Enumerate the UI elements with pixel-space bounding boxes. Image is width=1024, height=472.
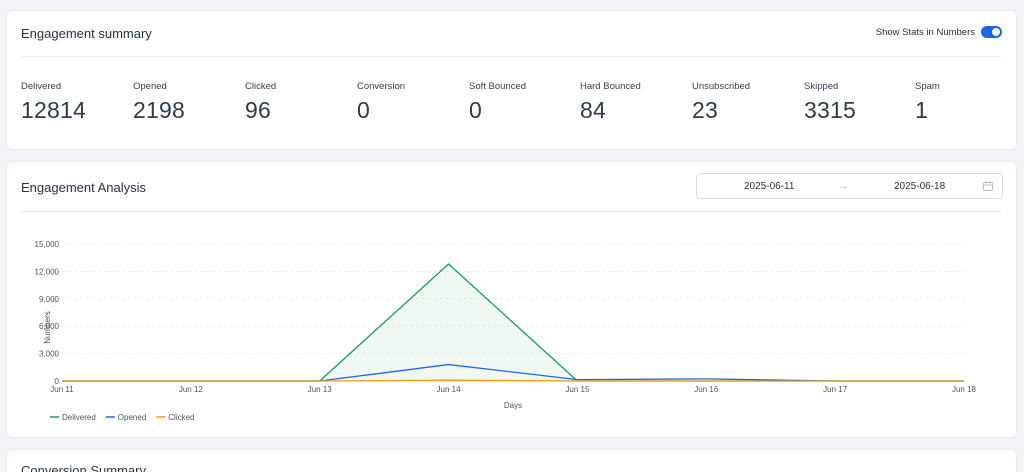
show-stats-toggle[interactable] — [981, 26, 1002, 38]
stat-value: 23 — [692, 97, 718, 123]
analysis-divider — [21, 211, 1002, 212]
show-stats-toggle-label: Show Stats in Numbers — [875, 26, 975, 38]
engagement-analysis-card: Engagement Analysis 2025-06-11 → 2025-06… — [6, 161, 1017, 438]
engagement-analysis-title: Engagement Analysis — [21, 180, 147, 195]
series-line-clicked — [62, 379, 964, 382]
x-tick-label: Jun 14 — [437, 385, 462, 394]
engagement-summary-card: Engagement summary Show Stats in Numbers… — [6, 10, 1017, 150]
stat-conversion: Conversion 0 — [357, 81, 405, 124]
stat-value: 1 — [915, 97, 928, 123]
conversion-summary-card: Conversion Summary — [6, 449, 1017, 472]
x-tick-label: Jun 16 — [694, 385, 719, 394]
y-tick-label: 3,000 — [39, 350, 60, 359]
x-tick-label: Jun 18 — [952, 385, 977, 394]
legend-label-opened: Opened — [118, 413, 146, 422]
date-range-picker[interactable]: 2025-06-11 → 2025-06-18 — [696, 173, 1003, 199]
stat-label: Delivered — [21, 81, 62, 92]
x-tick-label: Jun 12 — [179, 385, 204, 394]
y-tick-label: 0 — [55, 377, 60, 386]
legend-label-delivered: Delivered — [62, 413, 96, 422]
stat-clicked: Clicked 96 — [245, 81, 276, 124]
show-stats-toggle-group[interactable]: Show Stats in Numbers — [876, 26, 1002, 38]
stat-value: 3315 — [804, 97, 856, 123]
x-tick-label: Jun 15 — [565, 385, 590, 394]
date-end-input[interactable]: 2025-06-18 — [894, 181, 946, 192]
y-tick-label: 9,000 — [39, 295, 60, 304]
stat-hard-bounced: Hard Bounced 84 — [580, 81, 641, 124]
stat-label: Opened — [133, 81, 167, 92]
x-tick-label: Jun 17 — [823, 385, 848, 394]
x-tick-label: Jun 13 — [308, 385, 333, 394]
date-start-input[interactable]: 2025-06-11 — [744, 181, 795, 192]
stat-label: Skipped — [804, 81, 839, 92]
toggle-knob — [992, 28, 1000, 36]
stat-spam: Spam 1 — [915, 81, 940, 124]
engagement-summary-title: Engagement summary — [21, 26, 152, 41]
stat-opened: Opened 2198 — [133, 81, 185, 124]
legend-label-clicked: Clicked — [168, 413, 194, 422]
stat-label: Clicked — [245, 81, 277, 92]
engagement-line-chart: 0 3,000 6,000 9,000 12,000 15,000 Jun 11 Jun 12… — [35, 240, 977, 422]
stat-label: Unsubscribed — [692, 81, 751, 92]
conversion-summary-title: Conversion Summary — [21, 463, 146, 472]
stat-value: 0 — [357, 97, 370, 123]
stat-soft-bounced: Soft Bounced 0 — [469, 81, 526, 124]
y-tick-label: 6,000 — [39, 322, 60, 331]
x-axis-title: Days — [504, 401, 522, 410]
arrow-right-icon: → — [838, 180, 849, 192]
summary-divider — [21, 56, 1002, 57]
y-tick-label: 15,000 — [35, 240, 60, 249]
stat-skipped: Skipped 3315 — [804, 81, 856, 124]
stat-label: Conversion — [357, 81, 406, 92]
stat-label: Spam — [915, 81, 940, 92]
stat-unsubscribed: Unsubscribed 23 — [692, 81, 750, 124]
stat-value: 0 — [469, 97, 482, 123]
y-axis-title: Numbers — [43, 311, 52, 343]
y-tick-label: 12,000 — [35, 267, 60, 276]
stat-value: 84 — [580, 97, 606, 123]
stat-value: 12814 — [21, 97, 86, 123]
stat-value: 2198 — [133, 97, 185, 123]
stats-row: Delivered 12814 Opened 2198 Clicked 96 C… — [21, 81, 1021, 131]
x-tick-label: Jun 11 — [50, 385, 74, 394]
stat-delivered: Delivered 12814 — [21, 81, 86, 124]
stat-value: 96 — [245, 97, 271, 123]
calendar-icon — [983, 181, 993, 191]
stat-label: Hard Bounced — [580, 81, 641, 92]
stat-label: Soft Bounced — [469, 81, 527, 92]
